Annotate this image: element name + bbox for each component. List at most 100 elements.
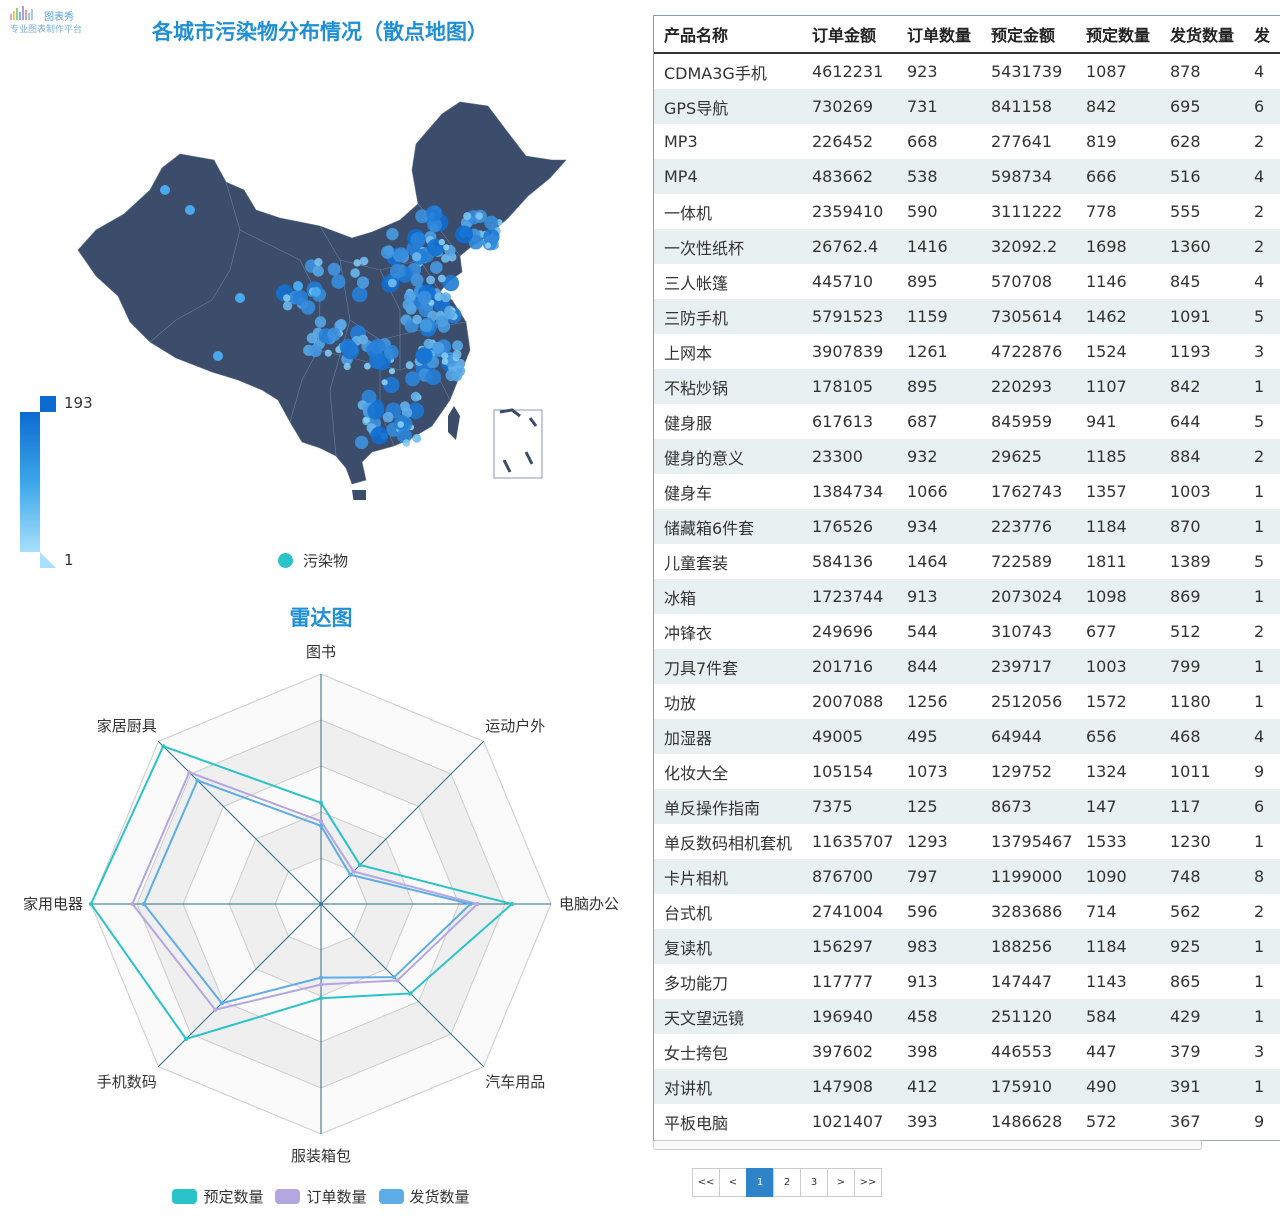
pollution-point[interactable] bbox=[455, 358, 466, 369]
table-row[interactable]: 冰箱 1723744 913 2073024 1098 869 1 bbox=[654, 579, 1280, 614]
data-table-container[interactable]: 产品名称 订单金额 订单数量 预定金额 预定数量 发货数量发 CDMA3G手机 461223… bbox=[653, 15, 1280, 1141]
radar-point[interactable] bbox=[392, 975, 397, 980]
table-row[interactable]: 冲锋衣 249696 544 310743 677 512 2 bbox=[654, 614, 1280, 649]
pollution-point[interactable] bbox=[351, 286, 368, 303]
page-button-2[interactable]: 2 bbox=[773, 1168, 801, 1197]
pollution-point[interactable] bbox=[283, 294, 291, 302]
radar-point[interactable] bbox=[195, 778, 200, 783]
pollution-point[interactable] bbox=[425, 369, 442, 386]
pollution-point[interactable] bbox=[438, 238, 445, 246]
table-row[interactable]: 储藏箱6件套 176526 934 223776 1184 870 1 bbox=[654, 509, 1280, 544]
radar-point[interactable] bbox=[351, 869, 356, 874]
radar-point[interactable] bbox=[319, 982, 323, 987]
table-row[interactable]: 单反操作指南 7375 125 8673 147 117 6 bbox=[654, 789, 1280, 824]
pollution-point[interactable] bbox=[353, 259, 361, 267]
radar-point[interactable] bbox=[184, 1036, 189, 1041]
table-row[interactable]: CDMA3G手机 4612231 923 5431739 1087 878 4 bbox=[654, 53, 1280, 89]
pollution-point[interactable] bbox=[293, 281, 303, 291]
pollution-point[interactable] bbox=[463, 212, 472, 221]
pollution-point[interactable] bbox=[412, 314, 422, 325]
radar-point[interactable] bbox=[509, 902, 514, 906]
table-row[interactable]: 女士挎包 397602 398 446553 447 379 3 bbox=[654, 1034, 1280, 1069]
table-row[interactable]: 多功能刀 117777 913 147447 1143 865 1 bbox=[654, 964, 1280, 999]
pollution-point[interactable] bbox=[434, 292, 443, 302]
pollution-point[interactable] bbox=[399, 401, 410, 412]
pollution-point[interactable] bbox=[485, 242, 492, 249]
pollution-point[interactable] bbox=[427, 217, 442, 233]
pollution-point[interactable] bbox=[442, 274, 460, 292]
radar-legend-item[interactable]: 预定数量 bbox=[172, 1186, 263, 1207]
table-row[interactable]: 刀具7件套 201716 844 239717 1003 799 1 bbox=[654, 649, 1280, 684]
pollution-point[interactable] bbox=[390, 264, 405, 279]
pollution-point[interactable] bbox=[314, 258, 323, 267]
table-row[interactable]: 健身车 1384734 1066 1762743 1357 1003 1 bbox=[654, 474, 1280, 509]
table-row[interactable]: 上网本 3907839 1261 4722876 1524 1193 3 bbox=[654, 334, 1280, 369]
page-button-3[interactable]: 3 bbox=[800, 1168, 828, 1197]
pollution-point[interactable] bbox=[339, 338, 357, 356]
pollution-point[interactable] bbox=[235, 293, 245, 303]
pollution-point[interactable] bbox=[412, 434, 422, 443]
map-legend[interactable]: 污染物 bbox=[278, 550, 348, 571]
visual-map-top-handle[interactable] bbox=[40, 396, 56, 412]
pollution-point[interactable] bbox=[300, 300, 316, 315]
table-row[interactable]: MP3 226452 668 277641 819 628 2 bbox=[654, 124, 1280, 159]
radar-point[interactable] bbox=[319, 975, 323, 980]
pollution-point[interactable] bbox=[311, 287, 321, 297]
pollution-point[interactable] bbox=[282, 301, 293, 311]
pollution-point[interactable] bbox=[309, 344, 322, 358]
pollution-point[interactable] bbox=[382, 411, 394, 423]
prev-page-button[interactable]: < bbox=[719, 1168, 747, 1197]
radar-point[interactable] bbox=[130, 902, 135, 906]
pollution-point[interactable] bbox=[444, 308, 456, 320]
pollution-point[interactable] bbox=[402, 439, 411, 447]
pollution-point[interactable] bbox=[354, 435, 369, 450]
horizontal-scrollbar[interactable] bbox=[653, 1140, 1202, 1150]
pollution-point[interactable] bbox=[331, 274, 346, 289]
pollution-point[interactable] bbox=[432, 341, 445, 354]
pollution-point[interactable] bbox=[370, 338, 386, 355]
pollution-point[interactable] bbox=[386, 227, 399, 241]
pollution-point[interactable] bbox=[335, 319, 347, 330]
table-header-cell[interactable]: 发货数量 bbox=[1160, 16, 1244, 54]
pollution-point[interactable] bbox=[437, 274, 446, 283]
pollution-point[interactable] bbox=[381, 379, 388, 386]
pollution-point[interactable] bbox=[415, 209, 429, 224]
radar-point[interactable] bbox=[358, 862, 363, 867]
table-row[interactable]: 儿童套装 584136 1464 722589 1811 1389 5 bbox=[654, 544, 1280, 579]
pollution-point[interactable] bbox=[394, 247, 409, 262]
pollution-point[interactable] bbox=[361, 389, 377, 405]
pollution-point[interactable] bbox=[363, 416, 370, 423]
table-header-cell[interactable]: 订单金额 bbox=[802, 16, 897, 54]
radar-point[interactable] bbox=[319, 819, 323, 824]
table-row[interactable]: 天文望远镜 196940 458 251120 584 429 1 bbox=[654, 999, 1280, 1034]
table-row[interactable]: 功放 2007088 1256 2512056 1572 1180 1 bbox=[654, 684, 1280, 719]
pollution-point[interactable] bbox=[484, 215, 499, 230]
table-header-cell[interactable]: 预定数量 bbox=[1076, 16, 1160, 54]
pollution-point[interactable] bbox=[412, 252, 422, 262]
pollution-point[interactable] bbox=[364, 362, 371, 370]
table-row[interactable]: 三防手机 5791523 1159 7305614 1462 1091 5 bbox=[654, 299, 1280, 334]
table-row[interactable]: 一次性纸杯 26762.4 1416 32092.2 1698 1360 2 bbox=[654, 229, 1280, 264]
radar-point[interactable] bbox=[395, 978, 400, 983]
pollution-point[interactable] bbox=[405, 371, 421, 387]
table-row[interactable]: 单反数码相机套机 11635707 1293 13795467 1533 1230 1 bbox=[654, 824, 1280, 859]
radar-point[interactable] bbox=[475, 902, 480, 906]
pollution-point[interactable] bbox=[213, 351, 223, 361]
pollution-point[interactable] bbox=[440, 292, 452, 303]
pollution-point[interactable] bbox=[426, 205, 443, 222]
table-header-cell[interactable]: 预定金额 bbox=[981, 16, 1076, 54]
pollution-point[interactable] bbox=[445, 369, 457, 381]
radar-point[interactable] bbox=[141, 902, 146, 906]
pollution-point[interactable] bbox=[468, 234, 484, 250]
table-row[interactable]: GPS导航 730269 731 841158 842 695 6 bbox=[654, 89, 1280, 124]
pollution-point[interactable] bbox=[441, 254, 450, 263]
pollution-point[interactable] bbox=[430, 261, 443, 274]
pollution-point[interactable] bbox=[160, 185, 170, 195]
last-page-button[interactable]: >> bbox=[854, 1168, 882, 1197]
table-row[interactable]: 台式机 2741004 596 3283686 714 562 2 bbox=[654, 894, 1280, 929]
pollution-point[interactable] bbox=[312, 265, 324, 277]
radar-point[interactable] bbox=[468, 902, 473, 906]
table-row[interactable]: 不粘炒锅 178105 895 220293 1107 842 1 bbox=[654, 369, 1280, 404]
pollution-point[interactable] bbox=[436, 315, 449, 328]
radar-point[interactable] bbox=[219, 1001, 224, 1006]
